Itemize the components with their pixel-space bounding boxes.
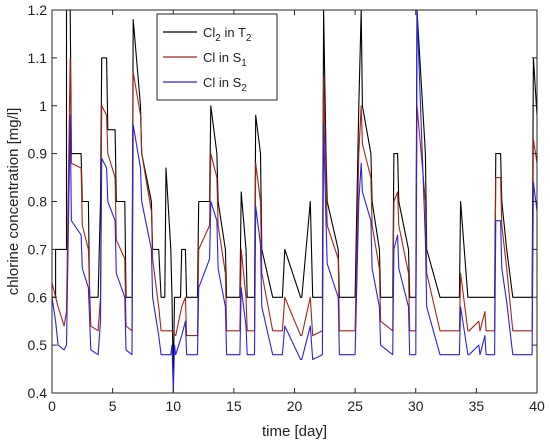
series-line-1 (52, 9, 538, 384)
legend-label: Cl2 in T2 (203, 25, 252, 44)
y-tick-label: 0.9 (28, 146, 48, 162)
y-axis-label: chlorine concentration [mg/l] (5, 108, 22, 296)
y-tick-label: 1 (39, 98, 47, 114)
y-tick-label: 0.8 (28, 194, 48, 210)
y-tick-label: 0.6 (28, 289, 48, 305)
series-line-2 (51, 57, 538, 337)
y-tick-label: 0.4 (28, 385, 48, 401)
series-line-3 (51, 9, 538, 394)
x-tick-label: 0 (48, 398, 56, 414)
y-tick-label: 1.1 (28, 50, 48, 66)
legend-label: Cl in S2 (203, 75, 247, 94)
x-tick-label: 5 (109, 398, 117, 414)
x-tick-label: 15 (226, 398, 242, 414)
x-axis-label: time [day] (262, 423, 327, 440)
legend: Cl2 in T2 Cl in S1 Cl in S2 (156, 13, 278, 101)
y-tick-label: 0.7 (28, 241, 48, 257)
x-tick-label: 10 (165, 398, 181, 414)
x-tick-label: 25 (347, 398, 363, 414)
plot-series (51, 9, 538, 394)
y-tick-label: 0.5 (28, 337, 48, 353)
x-tick-label: 30 (408, 398, 424, 414)
axis-ticks: 0 5 10 15 20 25 30 35 40 0.4 0.5 0.6 0.7 0.8 0.9 1 1.1 1.… (28, 2, 545, 414)
x-tick-label: 20 (287, 398, 303, 414)
legend-label: Cl in S1 (203, 50, 247, 69)
x-tick-label: 35 (469, 398, 485, 414)
x-tick-label: 40 (529, 398, 545, 414)
y-tick-label: 1.2 (28, 2, 48, 18)
